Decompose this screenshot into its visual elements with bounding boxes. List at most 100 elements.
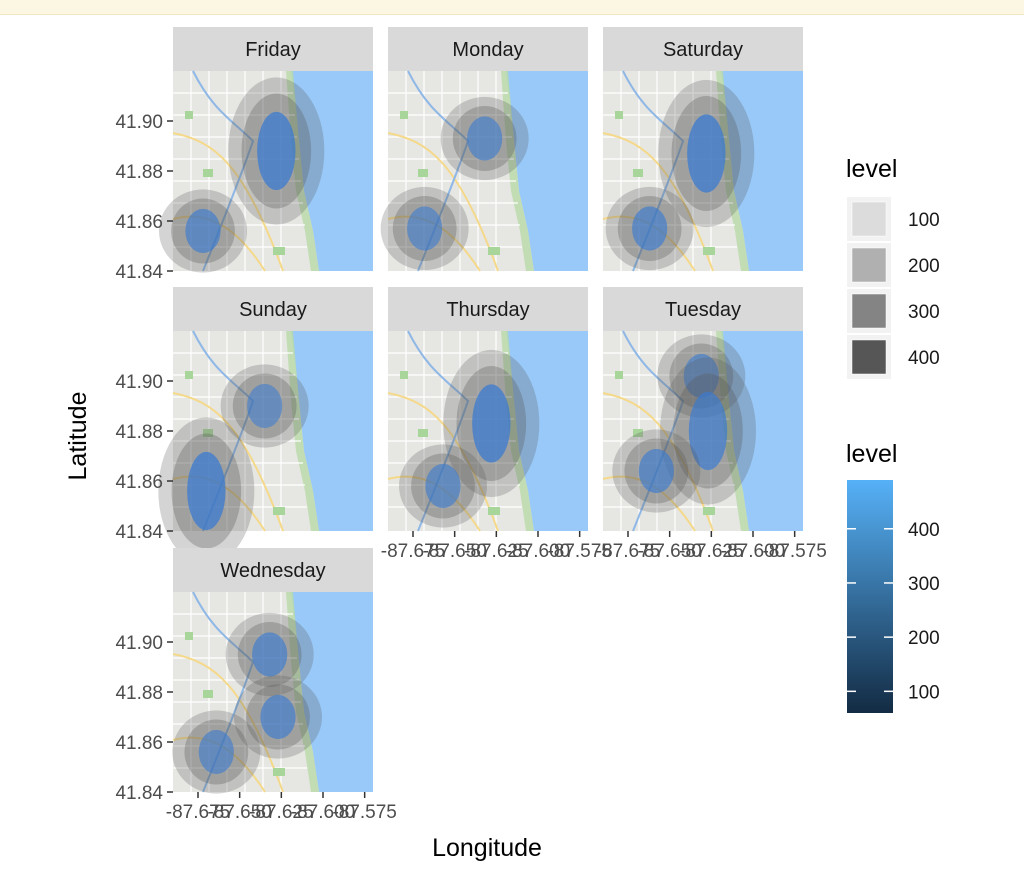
park bbox=[633, 169, 643, 177]
facet-label: Tuesday bbox=[665, 299, 741, 321]
x-tick-label: -87.575 bbox=[547, 541, 611, 562]
density-core bbox=[257, 111, 296, 191]
lakefront-park bbox=[286, 331, 319, 531]
panel-saturday: Saturday bbox=[602, 27, 803, 272]
x-tick-label: -87.650 bbox=[637, 541, 701, 562]
facet-strip bbox=[388, 287, 588, 331]
lake bbox=[291, 71, 373, 271]
x-axis-title: Longitude bbox=[432, 834, 542, 862]
y-tick-label: 41.86 bbox=[115, 472, 163, 493]
x-tick-label: -87.650 bbox=[207, 802, 271, 823]
density-core bbox=[247, 383, 283, 429]
alpha-legend: level 100 200 300 400 bbox=[846, 155, 940, 379]
highway bbox=[602, 132, 714, 272]
density-core bbox=[187, 451, 226, 531]
density-core bbox=[252, 632, 288, 677]
park bbox=[273, 507, 285, 515]
lakefront-park bbox=[286, 592, 319, 792]
x-tick-label: -87.675 bbox=[166, 802, 230, 823]
facet-label: Sunday bbox=[239, 299, 307, 321]
facet-label: Saturday bbox=[663, 39, 743, 61]
park bbox=[185, 632, 193, 640]
density-core bbox=[467, 116, 503, 161]
panel-wednesday: Wednesday bbox=[172, 548, 373, 794]
legend-title: level bbox=[846, 155, 897, 183]
density-core bbox=[472, 384, 511, 463]
legend-label: 400 bbox=[908, 348, 940, 369]
facet-label: Monday bbox=[452, 39, 523, 61]
legend-swatch bbox=[851, 247, 887, 283]
lakefront-park bbox=[716, 71, 749, 271]
panel-sunday: Sunday bbox=[158, 287, 373, 565]
legend-swatch bbox=[851, 339, 887, 375]
density-core bbox=[198, 729, 234, 775]
legend-label: 200 bbox=[908, 256, 940, 277]
y-tick-label: 41.90 bbox=[115, 633, 163, 654]
park bbox=[703, 247, 715, 255]
park bbox=[488, 247, 500, 255]
x-tick-label: -87.575 bbox=[762, 541, 826, 562]
park bbox=[488, 507, 500, 515]
density-core bbox=[407, 206, 443, 251]
x-tick-label: -87.625 bbox=[464, 541, 528, 562]
density-core bbox=[687, 114, 726, 193]
y-tick-label: 41.88 bbox=[115, 422, 163, 443]
x-tick-label: -87.600 bbox=[291, 802, 355, 823]
park bbox=[203, 169, 213, 177]
lakefront-park bbox=[501, 331, 534, 531]
y-tick-label: 41.90 bbox=[115, 112, 163, 133]
colorbar-label: 300 bbox=[908, 574, 940, 595]
lake bbox=[291, 331, 373, 531]
facet-strip bbox=[173, 27, 373, 71]
highway bbox=[172, 653, 284, 793]
highway bbox=[387, 392, 499, 532]
y-tick-label: 41.88 bbox=[115, 683, 163, 704]
highway bbox=[172, 392, 284, 532]
x-tick-label: -87.575 bbox=[332, 802, 396, 823]
legend-swatch bbox=[851, 293, 887, 329]
lakefront-park bbox=[716, 331, 749, 531]
density-core bbox=[688, 391, 728, 471]
y-tick-label: 41.84 bbox=[115, 522, 163, 543]
density-core bbox=[425, 463, 461, 509]
colorbar bbox=[847, 480, 893, 713]
facet-strip bbox=[388, 27, 588, 71]
y-tick-label: 41.84 bbox=[115, 783, 163, 804]
x-tick-label: -87.625 bbox=[249, 802, 313, 823]
park bbox=[400, 111, 408, 119]
lake bbox=[506, 71, 588, 271]
highway bbox=[172, 132, 284, 272]
facet-strip bbox=[173, 548, 373, 592]
x-tick-label: -87.650 bbox=[422, 541, 486, 562]
park bbox=[273, 247, 285, 255]
panel-friday: Friday bbox=[159, 27, 373, 273]
legend-swatch bbox=[851, 201, 887, 237]
park bbox=[400, 371, 408, 379]
x-tick-label: -87.600 bbox=[721, 541, 785, 562]
density-core bbox=[185, 208, 221, 254]
colorbar-legend: level 400 300 200 100 bbox=[846, 440, 940, 713]
park bbox=[203, 690, 213, 698]
colorbar-label: 400 bbox=[908, 520, 940, 541]
panel-thursday: Thursday bbox=[387, 287, 588, 532]
density-core bbox=[260, 694, 296, 740]
facet-strip bbox=[603, 27, 803, 71]
lake bbox=[721, 331, 803, 531]
lakefront-park bbox=[286, 71, 319, 271]
park bbox=[615, 371, 623, 379]
highway bbox=[602, 392, 714, 532]
lake bbox=[291, 592, 373, 792]
facet-label: Thursday bbox=[446, 299, 529, 321]
park bbox=[703, 507, 715, 515]
x-tick-label: -87.625 bbox=[679, 541, 743, 562]
lakefront-park bbox=[501, 71, 534, 271]
highway bbox=[387, 132, 499, 272]
facet-strip bbox=[173, 287, 373, 331]
lake bbox=[506, 331, 588, 531]
facet-label: Friday bbox=[245, 39, 301, 61]
panel-monday: Monday bbox=[380, 27, 588, 272]
browser-top-bar bbox=[0, 0, 1024, 15]
density-core bbox=[638, 448, 674, 494]
panel-tuesday: Tuesday bbox=[602, 287, 803, 532]
